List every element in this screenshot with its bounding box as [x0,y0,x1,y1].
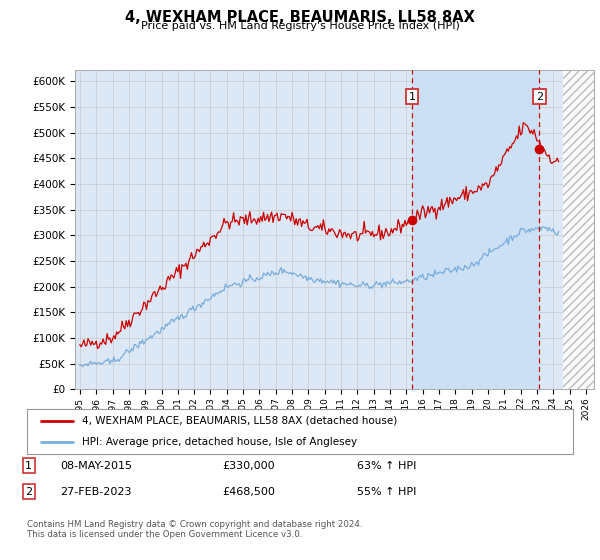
Text: Contains HM Land Registry data © Crown copyright and database right 2024.
This d: Contains HM Land Registry data © Crown c… [27,520,362,539]
Text: £330,000: £330,000 [222,461,275,471]
Text: Price paid vs. HM Land Registry's House Price Index (HPI): Price paid vs. HM Land Registry's House … [140,21,460,31]
Text: 4, WEXHAM PLACE, BEAUMARIS, LL58 8AX (detached house): 4, WEXHAM PLACE, BEAUMARIS, LL58 8AX (de… [82,416,397,426]
Bar [563,70,594,389]
Text: 2: 2 [536,92,543,102]
Text: 1: 1 [409,92,416,102]
Text: 63% ↑ HPI: 63% ↑ HPI [357,461,416,471]
Text: £468,500: £468,500 [222,487,275,497]
Text: HPI: Average price, detached house, Isle of Anglesey: HPI: Average price, detached house, Isle… [82,436,357,446]
Text: 2: 2 [25,487,32,497]
Text: 4, WEXHAM PLACE, BEAUMARIS, LL58 8AX: 4, WEXHAM PLACE, BEAUMARIS, LL58 8AX [125,10,475,25]
Text: 1: 1 [25,461,32,471]
Bar [563,70,594,389]
Text: 55% ↑ HPI: 55% ↑ HPI [357,487,416,497]
Text: 27-FEB-2023: 27-FEB-2023 [60,487,131,497]
Text: 08-MAY-2015: 08-MAY-2015 [60,461,132,471]
Bar [412,70,539,389]
